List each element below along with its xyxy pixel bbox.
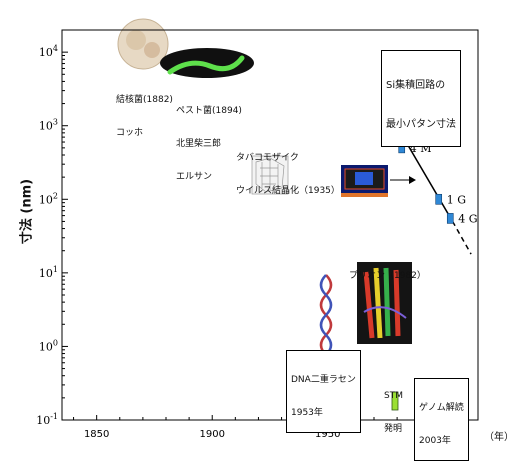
y-axis-title: 寸法 (nm) (19, 178, 35, 245)
genome-label-line2: 2003年 (419, 436, 451, 446)
y-tick-base: 10 (39, 120, 53, 133)
tmv-label-line2: ウイルス結晶化（1935） (236, 186, 340, 196)
y-tick-label: 10-1 (36, 412, 58, 427)
tb-label: 結核菌(1882) コッホ (116, 73, 173, 150)
y-tick-label: 100 (39, 338, 58, 353)
si-point (446, 213, 454, 224)
stm-label-line1: STM (384, 391, 403, 401)
y-tick-label: 102 (39, 191, 58, 206)
dna-label-line2: 1953年 (291, 408, 323, 418)
pest-label-line3: エルサン (176, 172, 213, 182)
si-point (435, 193, 443, 205)
y-tick-exp: 3 (53, 118, 58, 127)
prion-image (357, 262, 412, 344)
x-unit-label: （年） (484, 432, 514, 443)
x-tick-label: 1950 (315, 429, 340, 440)
tb-label-line1: 結核菌(1882) (116, 95, 173, 105)
prion-label: プリオン（1982） (349, 249, 426, 293)
pest-label-line1: ペスト菌(1894) (176, 106, 242, 116)
prion-label-line1: プリオン（1982） (349, 271, 426, 281)
y-tick-label: 104 (39, 44, 58, 59)
tb-label-line2: コッホ (116, 128, 144, 138)
x-tick-label: 1850 (84, 429, 109, 440)
tuberculosis-texture (126, 30, 146, 50)
y-tick-base: 10 (39, 340, 53, 353)
genome-label-line1: ゲノム解読 (419, 403, 464, 413)
stm-bar (391, 391, 399, 411)
y-tick-exp: 2 (53, 191, 58, 200)
y-tick-base: 10 (39, 193, 53, 206)
dna-helix-image (319, 274, 333, 356)
stm-label: STM 発明 (384, 369, 403, 446)
pest-label-line2: 北里柴三郎 (176, 139, 222, 149)
x-tick-label: 1900 (199, 429, 224, 440)
illustrations (117, 18, 416, 411)
dna-label-line1: DNA二重ラセン (291, 375, 356, 385)
pest-label: ペスト菌(1894) 北里柴三郎 エルサン (176, 84, 242, 194)
y-tick-base: 10 (39, 267, 53, 280)
y-tick-label: 103 (39, 118, 58, 133)
plot-frame (61, 29, 479, 421)
tmv-label: タバコモザイク ウイルス結晶化（1935） (236, 131, 340, 208)
tuberculosis-texture (144, 42, 160, 58)
y-tick-exp: 4 (53, 44, 58, 53)
si-legend-line2: 最小パタン寸法 (386, 119, 456, 130)
si-point-label: 1 G (447, 193, 466, 206)
stm-label-line2: 発明 (384, 424, 403, 434)
si-legend-box: Si集積回路の 最小パタン寸法 (381, 50, 461, 147)
tmv-label-line1: タバコモザイク (236, 153, 299, 163)
y-tick-base: 10 (39, 46, 53, 59)
plague-bacillus (167, 55, 245, 75)
y-tick-label: 101 (39, 265, 58, 280)
chip-arrowhead (409, 176, 416, 184)
si-point-label: 4 G (458, 212, 477, 225)
y-tick-exp: 1 (53, 265, 58, 274)
tmv-crystal-image (251, 155, 289, 195)
si-legend-line1: Si集積回路の (386, 80, 446, 91)
y-tick-exp: -1 (50, 412, 58, 421)
dna-label: DNA二重ラセン 1953年 (286, 350, 361, 433)
y-tick-exp: 0 (53, 338, 58, 347)
si-trend-projection (451, 221, 472, 255)
y-tick-base: 10 (36, 414, 50, 427)
chip-image (341, 165, 388, 197)
genome-label: ゲノム解読 2003年 (414, 378, 469, 461)
